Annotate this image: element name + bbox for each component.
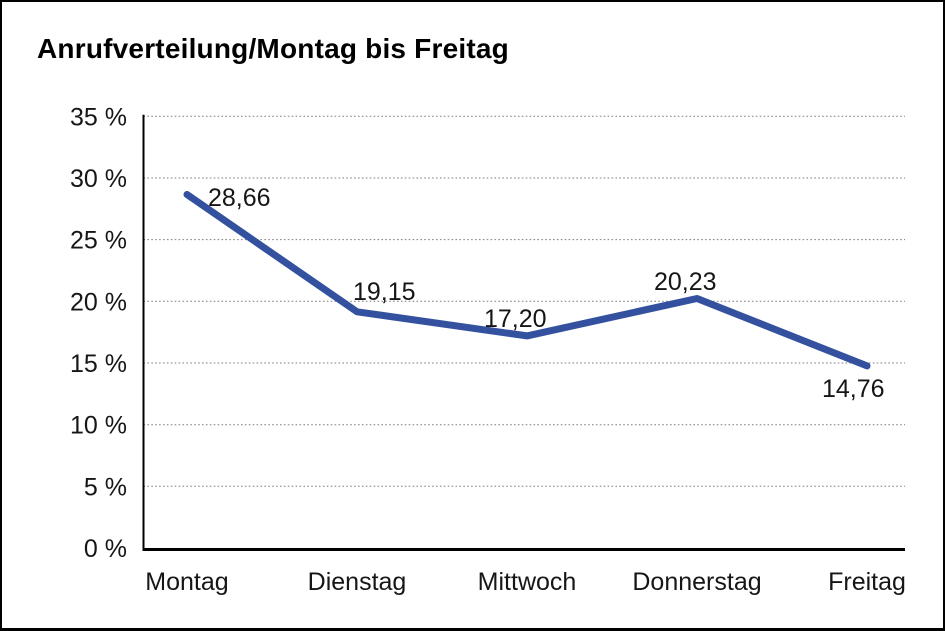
y-axis-tick-label: 10 %: [70, 412, 127, 440]
x-axis-category-label: Mittwoch: [478, 568, 577, 596]
data-label: 28,66: [208, 184, 271, 212]
x-axis-category-label: Freitag: [828, 568, 906, 596]
x-axis-category-label: Dienstag: [308, 568, 407, 596]
data-label: 14,76: [822, 375, 885, 403]
y-axis-tick-label: 5 %: [84, 473, 127, 501]
chart-title: Anrufverteilung/Montag bis Freitag: [37, 33, 509, 64]
data-line: [183, 191, 871, 370]
x-axis-category-label: Montag: [145, 568, 228, 596]
data-label: 20,23: [654, 268, 717, 296]
y-axis-tick-label: 35 %: [70, 103, 127, 131]
x-axis-category-label: Donnerstag: [632, 568, 761, 596]
y-axis-tick-label: 0 %: [84, 535, 127, 563]
data-label: 17,20: [484, 305, 547, 333]
y-axis-tick-label: 30 %: [70, 165, 127, 193]
y-axis-tick-label: 15 %: [70, 350, 127, 378]
y-axis-tick-label: 25 %: [70, 227, 127, 255]
y-axis-tick-label: 20 %: [70, 288, 127, 316]
data-label: 19,15: [353, 278, 416, 306]
